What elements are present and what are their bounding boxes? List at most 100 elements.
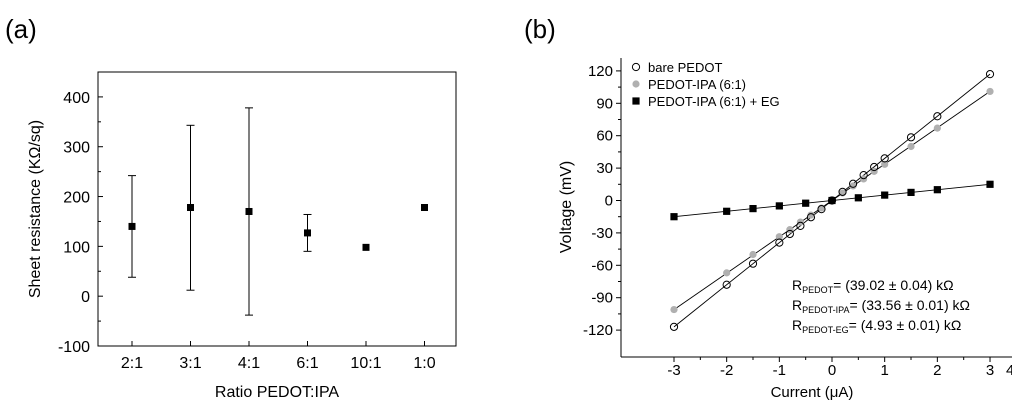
data-point [775,233,783,241]
y-tick-label: 60 [596,128,613,145]
x-tick-label: 6:1 [296,355,318,372]
panel-a-error-bars [128,107,312,316]
annotation: RPEDOT-IPA= (33.56 ± 0.01) kΩ [792,297,970,315]
data-point [749,205,757,213]
data-point [748,259,758,268]
data-point [907,142,915,151]
data-point [187,204,194,212]
x-tick-label: 1 [881,362,889,379]
data-point [870,162,879,172]
data-point [807,211,815,219]
panel-b-xlabel: Current (μA) [771,384,854,401]
data-point [907,188,915,196]
data-point [849,182,857,190]
data-point [670,213,678,221]
x-tick-label: 2 [933,362,941,379]
data-point [881,191,889,199]
y-tick-label: -30 [591,225,613,242]
data-point [985,70,995,79]
panel-a-label: (a) [5,14,37,44]
panel-b-ylabel: Voltage (mV) [558,161,575,253]
legend-marker [632,80,640,88]
data-point [786,226,794,234]
data-point [986,87,994,96]
data-point [870,167,878,175]
data-point [723,269,731,277]
data-point [749,250,757,259]
data-point [854,194,862,202]
data-point [304,229,311,237]
annotation: RPEDOT-EG= (4.93 ± 0.01) kΩ [792,317,961,335]
data-point [723,207,731,215]
panel-b-legend: bare PEDOT PEDOT-IPA (6:1) PEDOT-IPA (6:1)… [631,60,780,109]
x-tick-label: 1:0 [413,355,435,372]
data-point [838,187,847,196]
data-point [848,179,858,188]
panel-a-xlabel: Ratio PEDOT:IPA [215,384,340,401]
data-point [670,305,678,314]
panel-a-points [128,204,428,251]
data-point [128,222,136,230]
y-tick-label: 400 [63,90,90,107]
x-tick-label: 3:1 [179,355,201,372]
data-point [802,199,810,207]
data-point [362,243,370,251]
data-point [880,154,889,163]
data-point [785,229,794,239]
data-point [775,202,783,210]
legend-label: PEDOT-IPA (6:1) [648,77,746,92]
data-point [933,112,942,121]
legend-marker [631,62,641,72]
data-point [859,171,868,180]
data-point [986,180,994,188]
x-tick-label: 3 [986,362,994,379]
panel-a-x-axis: 2:1 3:1 4:1 6:1 10:1 1:0 [121,341,436,372]
data-point [669,322,679,331]
panel-a: (a) -100 0 100 200 300 400 2:1 3:1 4:1 6:1 10:1 1:… [5,14,457,401]
annotation: RPEDOT= (39.02 ± 0.04) kΩ [792,277,954,295]
panel-b-label: (b) [524,14,556,44]
y-tick-label: 30 [596,160,613,177]
panel-b-points [669,70,995,331]
data-point [906,133,916,142]
y-tick-label: 0 [81,289,90,306]
x-tick-label-partial: 4 [1006,362,1012,379]
panel-a-frame [97,71,457,347]
y-tick-label: 0 [605,193,613,210]
y-tick-label: -100 [58,339,90,356]
data-point [245,207,253,215]
data-point [881,160,889,168]
data-point [775,238,784,247]
panel-a-y-axis: -100 0 100 200 300 400 [58,90,103,356]
y-tick-label: 120 [588,63,613,80]
x-tick-label: -2 [720,362,733,379]
y-tick-label: -90 [591,290,613,307]
legend-marker [632,97,640,105]
y-tick-label: 300 [63,140,90,157]
x-tick-label: -3 [667,362,680,379]
data-point [722,280,731,289]
data-point [817,205,826,214]
data-point [933,124,941,132]
x-tick-label: 0 [828,362,836,379]
panel-b-y-axis: -120 -90 -60 -30 0 30 60 90 120 [583,63,621,339]
x-tick-label: 4:1 [238,355,260,372]
legend-label: PEDOT-IPA (6:1) + EG [648,94,780,109]
y-tick-label: -60 [591,257,613,274]
data-point [933,186,941,194]
y-tick-label: 100 [63,239,90,256]
panel-a-ylabel: Sheet resistance (KΩ/sq) [27,120,44,298]
data-point [806,213,816,222]
y-tick-label: -120 [583,322,613,339]
x-tick-label: 2:1 [121,355,143,372]
legend-label: bare PEDOT [648,60,722,75]
y-tick-label: 200 [63,190,90,207]
x-tick-label: 10:1 [350,355,381,372]
y-tick-label: 90 [596,95,613,112]
data-point [421,204,428,212]
panel-b-x-axis: -3 -2 -1 0 1 2 3 4 [667,357,1012,379]
x-tick-label: -1 [773,362,786,379]
data-point [796,221,805,230]
